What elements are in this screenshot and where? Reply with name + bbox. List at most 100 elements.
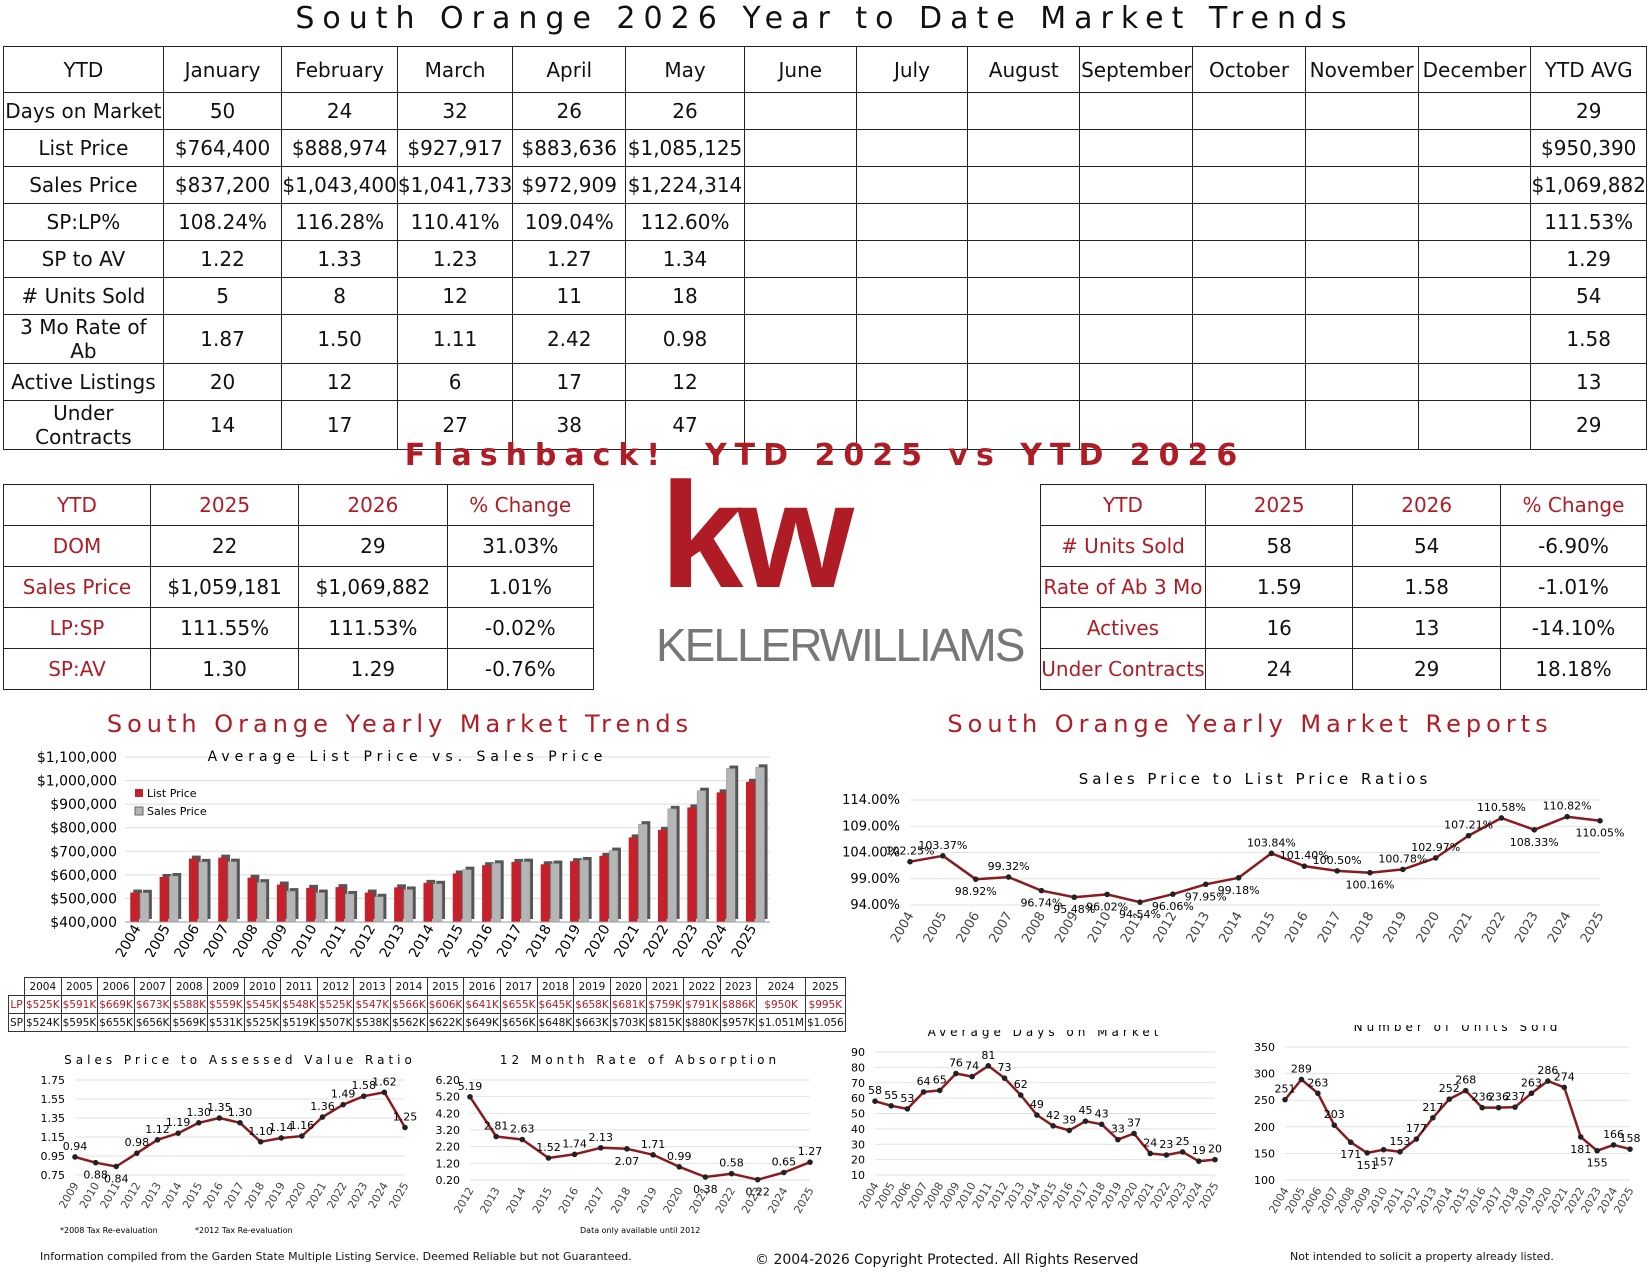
table-cell — [1192, 400, 1306, 450]
kw-brand: KELLERWILLIAMS — [656, 619, 1025, 671]
column-header: April — [512, 46, 627, 93]
table-cell: -6.90% — [1499, 525, 1648, 567]
table-cell: 1.50 — [281, 314, 398, 364]
data-point — [953, 1070, 959, 1077]
lp-cell: $655K — [499, 995, 538, 1014]
table-cell — [1192, 203, 1306, 241]
data-label: 2.07 — [615, 1155, 640, 1168]
x-tick-label: 2017 — [1315, 910, 1345, 946]
x-tick-label: 2023 — [1512, 910, 1542, 946]
kw-mark: kw — [660, 451, 854, 619]
data-point — [1202, 881, 1209, 888]
series-line — [468, 1096, 811, 1181]
data-point — [1331, 1122, 1338, 1129]
data-point — [360, 1093, 367, 1099]
data-label: 99.18% — [1218, 884, 1260, 897]
table-cell — [1417, 277, 1532, 315]
table-row: Days on Market 50 24 32 26 26 29 — [3, 92, 1647, 130]
x-tick-label: 2010 — [289, 922, 321, 957]
table-row: List Price $764,400 $888,974 $927,917 $883,6… — [3, 129, 1647, 167]
data-point — [1050, 1123, 1056, 1129]
x-tick-label: 2005 — [142, 922, 174, 957]
bar-list-price — [335, 887, 345, 922]
column-header: December — [1417, 46, 1532, 93]
year-cell: 2010 — [243, 977, 282, 996]
year-cell: 2006 — [97, 977, 135, 996]
data-point — [1005, 874, 1012, 880]
y-tick-label: 3.20 — [436, 1124, 461, 1137]
data-point — [1577, 1134, 1584, 1140]
lp-sp-year-table: 2004 2005 2006 2007 2008 2009 2010 2011 2012 2013… — [8, 977, 846, 1032]
data-point — [904, 1106, 911, 1112]
data-point — [319, 1114, 326, 1120]
data-label: 98.92% — [955, 885, 997, 898]
data-point — [1479, 1104, 1485, 1111]
bar-list-price — [159, 876, 169, 922]
data-point — [1531, 826, 1538, 833]
table-cell: 29 — [298, 525, 448, 567]
data-point — [1282, 1096, 1288, 1103]
sp-cell: $649K — [463, 1013, 501, 1032]
table-cell: $1,069,882 — [298, 566, 448, 608]
data-label: 289 — [1291, 1062, 1312, 1075]
year-cell: 2020 — [609, 977, 648, 996]
table-cell: -1.01% — [1499, 566, 1648, 608]
data-point — [597, 1145, 604, 1151]
x-tick-label: 2013 — [139, 1180, 164, 1211]
x-tick-label: 2018 — [523, 922, 555, 957]
data-point — [1627, 1146, 1633, 1152]
x-tick-label: 2021 — [611, 922, 643, 957]
row-label: Under Contracts — [3, 400, 164, 450]
data-point — [1465, 832, 1472, 839]
data-label: 100.16% — [1346, 879, 1395, 892]
series-line — [874, 1064, 1216, 1163]
x-tick-label: 2008 — [230, 922, 262, 957]
table-cell: 1.22 — [162, 240, 283, 278]
column-header: September — [1079, 46, 1194, 93]
table-cell — [967, 400, 1081, 450]
table-cell: $764,400 — [162, 129, 283, 167]
year-cell: 2011 — [280, 977, 318, 996]
data-label: 102.97% — [1411, 841, 1460, 854]
table-row: Under Contracts 24 29 18.18% — [1040, 648, 1648, 690]
x-tick-label: 2024 — [366, 1180, 391, 1211]
data-point — [1545, 1078, 1551, 1084]
y-tick-label: 20 — [851, 1154, 865, 1167]
data-label: 1.27 — [798, 1145, 823, 1158]
y-tick-label: $800,000 — [50, 821, 117, 837]
data-label: 42 — [1046, 1109, 1060, 1122]
data-label: 103.84% — [1247, 836, 1296, 849]
sp-cell: $656K — [499, 1013, 538, 1032]
data-label: 110.05% — [1576, 827, 1625, 840]
data-point — [402, 1124, 408, 1131]
data-label: 97.95% — [1185, 890, 1227, 903]
data-point — [1446, 1096, 1453, 1102]
sp-cell: $525K — [243, 1013, 282, 1032]
data-point — [1038, 887, 1045, 894]
data-point — [216, 1115, 223, 1121]
data-label: 76 — [949, 1057, 963, 1070]
data-point — [134, 1150, 140, 1156]
data-point — [1597, 817, 1603, 824]
table-cell: 1.11 — [396, 314, 514, 364]
y-tick-label: 1.20 — [436, 1157, 461, 1170]
x-tick-label: 2014 — [159, 1180, 184, 1211]
row-label: SP to AV — [3, 240, 164, 278]
table-cell — [1417, 363, 1532, 401]
data-label: 74 — [965, 1060, 979, 1073]
ytd-avg-cell: 29 — [1530, 400, 1647, 450]
lp-cell: $641K — [463, 995, 501, 1014]
year-cell: 2009 — [207, 977, 245, 996]
bar-sales-price — [345, 893, 355, 923]
data-label: 55 — [884, 1089, 898, 1102]
x-tick-label: 2015 — [180, 1180, 205, 1211]
data-point — [72, 1154, 78, 1160]
table-cell: 1.87 — [162, 314, 283, 364]
table-cell — [1304, 166, 1419, 204]
footer-center: © 2004-2026 Copyright Protected. All Rig… — [755, 1252, 1139, 1268]
data-label: 2.63 — [510, 1123, 535, 1136]
table-cell: $888,974 — [281, 129, 398, 167]
chart-title: Average Days on Market — [928, 1030, 1163, 1039]
ytd-avg-cell: 1.58 — [1530, 314, 1647, 364]
y-tick-label: 70 — [851, 1077, 865, 1090]
